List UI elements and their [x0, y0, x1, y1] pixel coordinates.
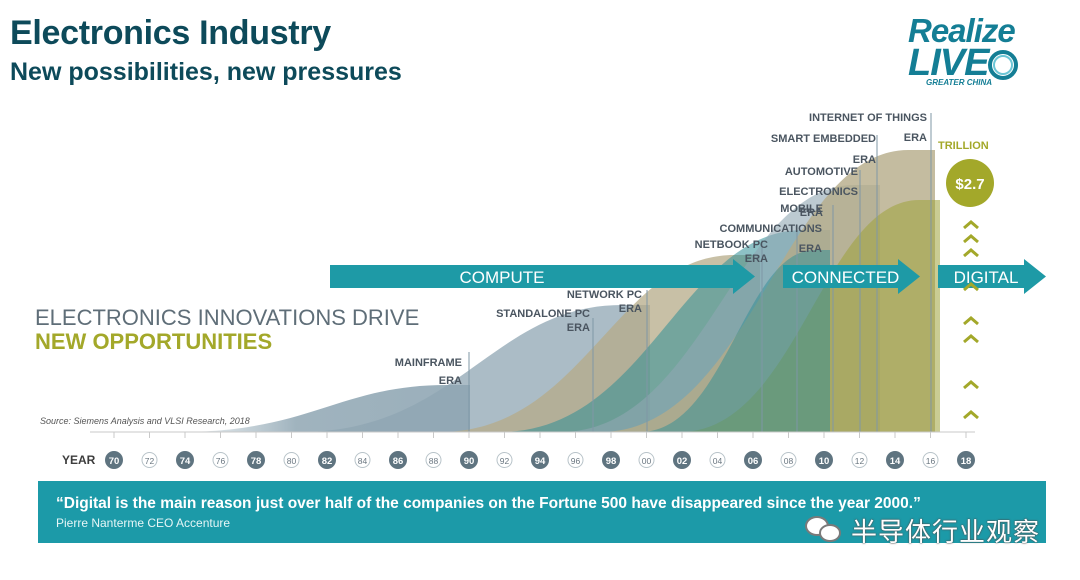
year-tick-label: 82	[322, 456, 333, 467]
watermark: 半导体行业观察	[805, 512, 1040, 548]
era-label-suffix: ELECTRONICS	[779, 186, 858, 198]
chevron-up-icon	[964, 336, 978, 342]
era-label-suffix: ERA	[439, 375, 462, 387]
chevron-up-icon	[964, 222, 978, 228]
year-tick-label: 88	[429, 456, 439, 466]
era-label: STANDALONE PC	[496, 308, 590, 320]
chevron-up-icon	[964, 412, 978, 418]
year-tick-label: 16	[926, 456, 936, 466]
wechat-icon	[805, 514, 845, 546]
year-tick-label: 94	[535, 456, 546, 467]
phase-label: CONNECTED	[792, 268, 900, 287]
era-label: INTERNET OF THINGS	[809, 112, 927, 124]
era-label-suffix: ERA	[799, 243, 822, 255]
headline-line-1: ELECTRONICS INNOVATIONS DRIVE	[35, 305, 419, 330]
source-note: Source: Siemens Analysis and VLSI Resear…	[40, 416, 250, 426]
era-label-suffix: ERA	[619, 303, 642, 315]
callout-unit: TRILLION	[938, 140, 989, 152]
era-label: MAINFRAME	[395, 357, 462, 369]
era-label-suffix: ERA	[745, 253, 768, 265]
chevron-up-icon	[964, 318, 978, 324]
callout-value: $2.7	[955, 176, 984, 193]
year-tick-label: 78	[251, 456, 262, 467]
era-label-suffix: ERA	[800, 207, 823, 219]
year-tick-label: 14	[890, 456, 901, 467]
year-tick-label: 80	[287, 456, 297, 466]
growth-chevrons	[964, 222, 978, 418]
year-tick-label: 08	[784, 456, 794, 466]
year-tick-label: 04	[713, 456, 723, 466]
year-axis: YEAR 70 72 74 76 78 80 82 84 86 88 90 92 94 96 98 00 02 0…	[62, 432, 975, 469]
year-tick-label: 02	[677, 456, 688, 467]
era-label-suffix: ERA	[853, 154, 876, 166]
era-label: NETWORK PC	[567, 289, 642, 301]
phase-label: COMPUTE	[460, 268, 545, 287]
x-axis-label: YEAR	[62, 453, 96, 467]
quote-author: Pierre Nanterme CEO Accenture	[56, 516, 230, 530]
trillion-callout: TRILLION $2.7	[938, 140, 994, 207]
year-tick-label: 12	[855, 456, 865, 466]
headline-line-2: NEW OPPORTUNITIES	[35, 329, 272, 354]
year-tick-label: 96	[571, 456, 581, 466]
year-tick-label: 06	[748, 456, 759, 467]
year-tick-label: 92	[500, 456, 510, 466]
year-tick-label: 98	[606, 456, 617, 467]
chevron-up-icon	[964, 382, 978, 388]
chevron-up-icon	[964, 236, 978, 242]
year-tick-label: 00	[642, 456, 652, 466]
chevron-up-icon	[964, 250, 978, 256]
watermark-text: 半导体行业观察	[851, 512, 1040, 549]
era-label: AUTOMOTIVE	[785, 166, 858, 178]
year-tick-label: 18	[961, 456, 972, 467]
year-tick-label: 90	[464, 456, 475, 467]
year-tick-label: 76	[216, 456, 226, 466]
era-label-suffix: ERA	[567, 322, 590, 334]
year-tick-label: 84	[358, 456, 368, 466]
era-label-suffix: ERA	[904, 132, 927, 144]
year-tick-label: 10	[819, 456, 830, 467]
phase-label: DIGITAL	[954, 268, 1019, 287]
year-tick-label: 72	[145, 456, 155, 466]
era-label: SMART EMBEDDED	[771, 133, 876, 145]
year-tick-label: 86	[393, 456, 404, 467]
era-label: COMMUNICATIONS	[720, 223, 822, 235]
electronics-eras-chart: MAINFRAME ERA STANDALONE PC ERA NETWORK PC ER…	[0, 0, 1080, 480]
era-label: NETBOOK PC	[695, 239, 768, 251]
quote-text: “Digital is the main reason just over ha…	[56, 495, 921, 513]
year-tick-label: 70	[109, 456, 120, 467]
year-tick-label: 74	[180, 456, 191, 467]
